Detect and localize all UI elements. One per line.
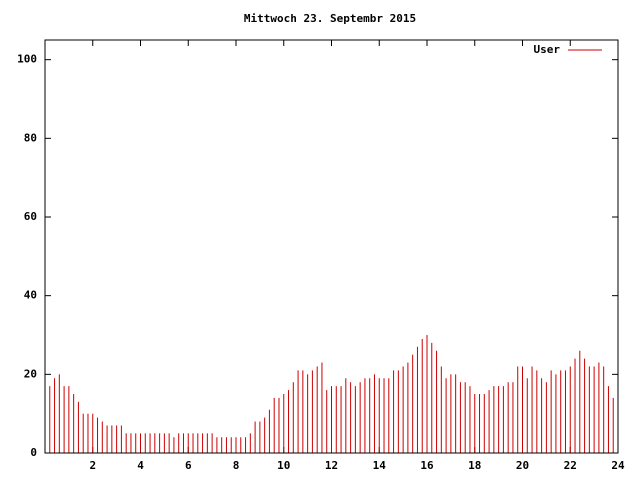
legend-label: User <box>534 43 561 56</box>
chart-title: Mittwoch 23. Septembr 2015 <box>244 12 416 25</box>
x-tick-label: 10 <box>277 459 290 472</box>
x-tick-label: 8 <box>233 459 240 472</box>
y-tick-label: 20 <box>24 367 37 380</box>
plot-border <box>44 39 619 454</box>
x-tick-label: 6 <box>185 459 192 472</box>
x-tick-label: 14 <box>373 459 387 472</box>
x-tick-label: 22 <box>564 459 577 472</box>
y-tick-label: 80 <box>24 131 37 144</box>
x-tick-label: 16 <box>420 459 434 472</box>
x-tick-label: 4 <box>137 459 144 472</box>
y-tick-label: 40 <box>24 289 37 302</box>
y-tick-label: 100 <box>17 53 37 66</box>
x-tick-label: 18 <box>468 459 481 472</box>
x-tick-label: 24 <box>611 459 625 472</box>
x-tick-label: 2 <box>89 459 96 472</box>
y-tick-label: 0 <box>30 446 37 459</box>
y-tick-label: 60 <box>24 210 37 223</box>
x-tick-label: 12 <box>325 459 338 472</box>
x-tick-label: 20 <box>516 459 529 472</box>
